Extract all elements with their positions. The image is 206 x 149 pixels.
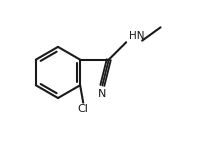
Text: HN: HN	[129, 31, 144, 41]
Text: N: N	[98, 89, 106, 99]
Text: Cl: Cl	[78, 104, 89, 114]
